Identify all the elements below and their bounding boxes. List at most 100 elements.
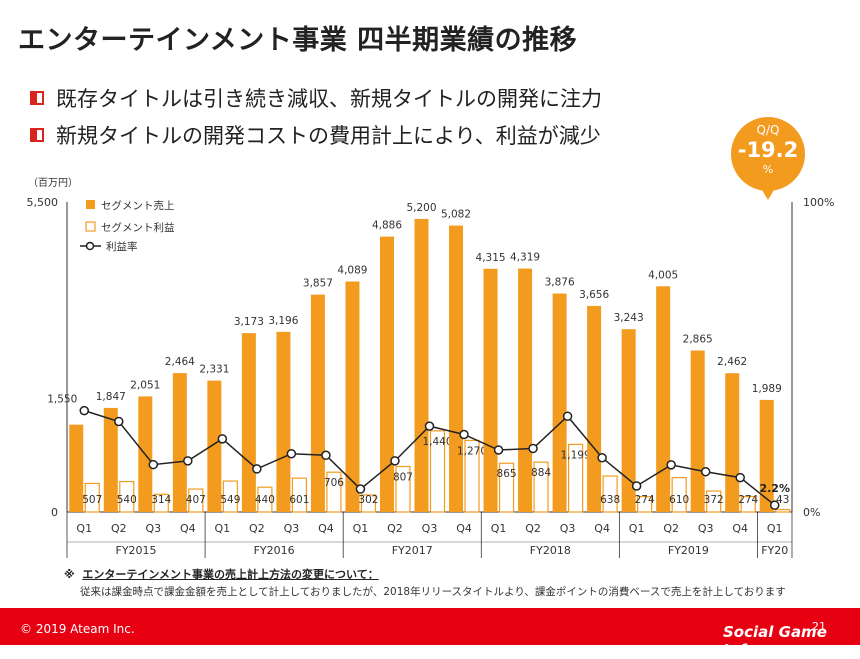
x-group-label: FY20	[761, 544, 788, 557]
profit-bar	[637, 495, 653, 513]
sales-bar	[276, 331, 291, 512]
sales-bar	[379, 236, 394, 512]
profit-bar	[567, 443, 584, 513]
sales-data-label: 4,319	[510, 252, 540, 264]
profit-data-label: 884	[531, 467, 551, 479]
profit-rate-point	[321, 450, 331, 461]
profit-data-label: 507	[82, 494, 102, 506]
sales-bar	[587, 305, 602, 512]
profit-data-label: 807	[393, 472, 413, 484]
sales-data-label: 3,243	[614, 312, 644, 324]
sales-bar	[690, 350, 705, 512]
sales-data-label: 3,876	[545, 277, 575, 289]
profit-rate-point	[355, 484, 366, 494]
legend-profit-swatch	[85, 221, 96, 232]
legend-sales-label: セグメント売上	[101, 199, 175, 212]
sales-data-label: 1,847	[96, 391, 126, 403]
sales-data-label: 3,196	[268, 315, 298, 327]
sales-bar	[241, 333, 256, 512]
x-tick-label: Q4	[594, 522, 610, 535]
profit-rate-point	[631, 481, 642, 491]
profit-bar	[395, 465, 411, 513]
profit-bar	[188, 488, 204, 513]
profit-bar	[153, 493, 169, 513]
profit-rate-point	[597, 453, 607, 463]
x-tick-label: Q2	[249, 522, 265, 535]
profit-rate-point	[528, 443, 538, 454]
x-tick-label: Q2	[111, 522, 127, 535]
profit-bar	[464, 439, 480, 513]
profit-data-label: 638	[600, 494, 620, 506]
profit-rate-point	[79, 405, 90, 416]
profit-bar	[602, 475, 618, 513]
profit-bar	[257, 486, 273, 513]
profit-bar	[326, 471, 342, 513]
x-tick-label: Q4	[456, 522, 472, 535]
page-title: エンターテインメント事業 四半期業績の推移	[18, 25, 578, 56]
profit-bar	[533, 461, 549, 513]
sales-data-label: 2,464	[165, 356, 195, 368]
sales-data-label: 3,656	[579, 289, 609, 301]
x-tick-label: Q1	[76, 522, 92, 535]
profit-bar	[706, 490, 722, 513]
callout-unit: %	[762, 163, 774, 176]
sales-bar	[759, 399, 774, 512]
sales-bar	[552, 293, 567, 512]
x-tick-label: Q3	[560, 522, 576, 535]
sales-bar	[725, 373, 740, 512]
profit-bar	[84, 482, 100, 513]
x-group-label: FY2018	[530, 544, 571, 557]
sales-bar	[483, 268, 498, 512]
x-tick-label: Q2	[663, 522, 679, 535]
profit-rate-point	[252, 464, 262, 474]
sales-data-label: 3,857	[303, 278, 333, 290]
sales-bar	[103, 407, 118, 512]
sales-bar	[207, 380, 222, 512]
copyright: © 2019 Ateam Inc.	[20, 622, 135, 636]
legend-profit-label: セグメント利益	[101, 221, 175, 234]
sales-data-label: 1,550	[47, 394, 77, 406]
sales-bar	[69, 424, 84, 512]
sales-data-label: 4,315	[476, 252, 506, 264]
profit-bar	[740, 495, 756, 513]
profit-bar	[429, 430, 446, 513]
x-tick-label: Q1	[215, 522, 231, 535]
x-tick-label: Q2	[387, 522, 403, 535]
x-group-label: FY2016	[254, 544, 295, 557]
sales-bar	[656, 286, 671, 512]
profit-rate-point	[666, 460, 676, 470]
profit-data-label: 1,270	[457, 445, 487, 457]
y2-tick-label: 0%	[803, 506, 820, 519]
sales-data-label: 2,462	[717, 356, 747, 368]
profit-data-label: 540	[117, 494, 137, 506]
bullet-item: 新規タイトルの開発コストの費用計上により、利益が減少	[30, 120, 601, 150]
profit-rate-point	[700, 466, 711, 477]
profit-data-label: 865	[497, 468, 517, 480]
footer-bar: © 2019 Ateam Inc. 21 Social Game Info	[0, 608, 860, 659]
note-heading: ※ エンターテインメント事業の売上計上方法の変更について：	[64, 568, 379, 581]
profit-bar	[119, 480, 135, 513]
sales-bar	[449, 225, 464, 512]
note-body: 従来は課金時点で課金金額を売上として計上しておりましたが、2018年リリースタイ…	[80, 586, 786, 598]
y-axis-unit-label: （百万円）	[28, 177, 78, 189]
callout-label: Q/Q	[756, 123, 780, 137]
x-tick-label: Q3	[284, 522, 300, 535]
sales-data-label: 4,089	[337, 265, 367, 277]
sales-data-label: 4,005	[648, 269, 678, 281]
profit-data-label: 372	[704, 494, 724, 506]
x-tick-label: Q4	[318, 522, 334, 535]
profit-data-label: 549	[220, 494, 240, 506]
page-number: 21	[812, 620, 826, 633]
profit-data-label: 302	[358, 494, 378, 506]
sales-data-label: 5,082	[441, 209, 471, 221]
profit-data-label: 314	[151, 494, 171, 506]
x-tick-label: Q1	[767, 522, 783, 535]
profit-rate-point	[735, 472, 745, 483]
profit-bar	[222, 480, 238, 513]
y-tick-label: 0	[51, 506, 58, 519]
profit-data-label: 601	[289, 494, 309, 506]
profit-rate-point	[114, 416, 124, 427]
sales-bar	[345, 281, 360, 512]
x-tick-label: Q1	[491, 522, 507, 535]
profit-rate-point	[493, 445, 504, 455]
